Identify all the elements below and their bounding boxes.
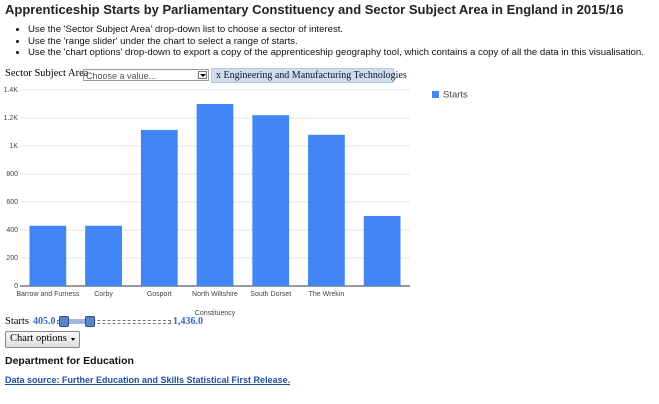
organisation: Department for Education bbox=[5, 355, 134, 367]
chip-label: Engineering and Manufacturing Technologi… bbox=[223, 70, 407, 81]
x-tick-label: North Wiltshire bbox=[192, 291, 238, 298]
filter-label: Sector Subject Area bbox=[5, 68, 89, 79]
data-source-link[interactable]: Data source: Further Education and Skill… bbox=[5, 375, 291, 385]
bar bbox=[196, 104, 234, 286]
bar bbox=[308, 134, 345, 286]
bar bbox=[85, 225, 122, 286]
legend-swatch bbox=[432, 91, 439, 98]
slider-label: Starts bbox=[5, 316, 29, 327]
y-tick-label: 200 bbox=[6, 255, 18, 262]
y-tick-label: 1.4K bbox=[4, 87, 19, 94]
x-tick-label: South Dorset bbox=[250, 291, 291, 298]
x-tick-label: Corby bbox=[94, 291, 113, 298]
y-tick-label: 800 bbox=[6, 171, 18, 178]
chart-options-button[interactable]: Chart options bbox=[5, 331, 80, 348]
dropdown[interactable]: Choose a value... bbox=[83, 69, 209, 81]
page-title: Apprenticeship Starts by Parliamentary C… bbox=[5, 2, 624, 17]
bar bbox=[363, 216, 401, 286]
x-tick-label: The Wrekin bbox=[309, 291, 345, 298]
x-tick-label: Gosport bbox=[147, 291, 172, 298]
chart: 0 200 400 600 800 1K 1.2K 1.4K Barrow and Furnes… bbox=[4, 87, 468, 317]
remove-chip[interactable]: x bbox=[216, 70, 221, 81]
x-axis-label: Constituency bbox=[195, 310, 236, 317]
slider-range bbox=[64, 319, 91, 324]
dropdown-placeholder: Choose a value... bbox=[86, 71, 157, 81]
bar bbox=[29, 225, 67, 286]
legend-label: Starts bbox=[443, 90, 468, 101]
instructions: Use the 'Sector Subject Area' drop-down … bbox=[18, 24, 644, 59]
y-tick-label: 400 bbox=[6, 227, 18, 234]
slider-low: 405.0 bbox=[33, 316, 56, 327]
slider-handle[interactable] bbox=[59, 316, 69, 327]
selected-chip: x Engineering and Manufacturing Technolo… bbox=[211, 68, 407, 83]
y-tick-label: 1.2K bbox=[4, 115, 19, 122]
x-tick-label: Barrow and Furness bbox=[16, 291, 80, 298]
dropdown-arrow bbox=[198, 71, 207, 79]
instruction: Use the 'Sector Subject Area' drop-down … bbox=[28, 24, 644, 36]
slider-track bbox=[57, 320, 171, 324]
bar bbox=[140, 129, 178, 286]
instruction: Use the 'range slider' under the chart t… bbox=[28, 36, 644, 48]
instruction: Use the 'chart options' drop-down to exp… bbox=[28, 47, 644, 59]
bar bbox=[252, 115, 290, 286]
y-tick-label: 0 bbox=[14, 283, 18, 290]
y-tick-label: 600 bbox=[6, 199, 18, 206]
y-tick-label: 1K bbox=[9, 143, 18, 150]
slider-handle[interactable] bbox=[85, 316, 95, 327]
slider-high: 1,436.0 bbox=[173, 316, 203, 327]
